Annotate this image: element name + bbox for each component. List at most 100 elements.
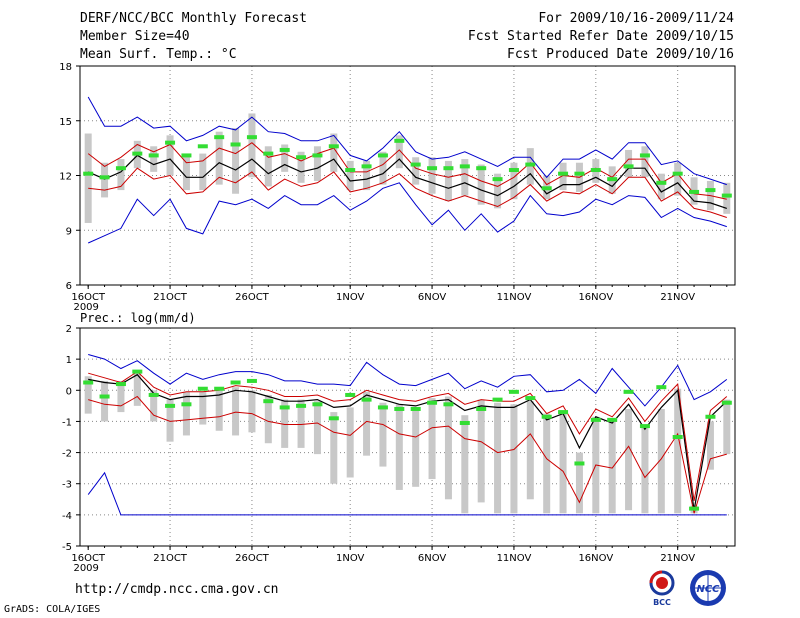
p2-median-marker: [574, 461, 585, 466]
p2-ensemble-box: [494, 402, 502, 514]
p1-median-marker: [83, 171, 94, 176]
p2-median-marker: [246, 378, 257, 383]
p1-ensemble-box: [428, 157, 436, 194]
p2-ytick-label: -4: [62, 511, 72, 522]
p2-mean-line: [88, 373, 728, 511]
p1-median-marker: [705, 188, 716, 193]
p1-ensemble-box: [444, 160, 452, 202]
p2-ensemble-box: [232, 387, 240, 436]
p1-ensemble-box: [363, 160, 371, 191]
p1-minus_sd-line: [88, 167, 727, 218]
p2-median-marker: [476, 406, 487, 411]
panel1-title: Mean Surf. Temp.: °C: [80, 47, 237, 62]
p1-median-marker: [443, 166, 454, 171]
p1-ensemble-box: [625, 149, 633, 178]
p2-median-marker: [721, 400, 732, 405]
p1-ytick-label: 9: [66, 226, 72, 237]
bcc-logo: BCC: [649, 570, 675, 607]
p2-ensemble-box: [444, 396, 452, 500]
p1-ensemble-box: [461, 159, 469, 196]
p2-ytick-label: -1: [62, 417, 72, 428]
p1-median-marker: [279, 147, 290, 152]
p1-median-marker: [263, 151, 274, 156]
p1-ensemble-box: [182, 155, 190, 191]
p1-xtick-label: 1NOV: [336, 292, 365, 303]
p1-ensemble-box: [281, 144, 289, 172]
p1-ensemble-box: [84, 133, 92, 223]
p2-median-marker: [541, 414, 552, 419]
p1-median-marker: [148, 153, 159, 158]
p2-minus_sd-line: [88, 395, 727, 514]
forecast-start-date: Fcst Started Refer Date 2009/10/15: [467, 29, 734, 44]
p2-ytick-label: -2: [62, 449, 72, 460]
p1-ensemble-box: [297, 151, 305, 183]
footer-url[interactable]: http://cmdp.ncc.cma.gov.cn: [75, 582, 279, 597]
p1-ensemble-box: [379, 151, 387, 185]
p1-ensemble-box: [723, 182, 731, 214]
p2-ensemble-box: [379, 402, 387, 467]
p1-median-marker: [197, 144, 208, 149]
p1-median-marker: [361, 164, 372, 169]
p2-plot-frame: [79, 327, 736, 547]
bcc-logo-text: BCC: [653, 598, 671, 607]
forecast-produced-date: Fcst Produced Date 2009/10/16: [507, 47, 734, 62]
forecast-period: For 2009/10/16-2009/11/24: [538, 11, 734, 26]
p2-xtick-label: 11NOV: [497, 553, 532, 564]
p2-ensemble-box: [313, 401, 321, 455]
p1-median-marker: [459, 164, 470, 169]
p2-median-marker: [394, 406, 405, 411]
p2-ensemble-box: [199, 391, 207, 425]
p2-median-marker: [705, 414, 716, 419]
p1-median-marker: [394, 138, 405, 143]
p1-ensemble-box: [641, 146, 649, 178]
p1-median-marker: [508, 168, 519, 173]
p1-median-marker: [181, 153, 192, 158]
p1-ensemble-box: [674, 162, 682, 196]
p2-median-marker: [345, 392, 356, 397]
p2-ensemble-box: [428, 398, 436, 480]
p2-ensemble-box: [723, 399, 731, 455]
p1-plus_sd-line: [87, 142, 727, 200]
p1-median-marker: [590, 168, 601, 173]
p2-ensemble-box: [543, 413, 551, 514]
p1-ensemble-box: [215, 131, 223, 185]
p1-ensemble-box: [330, 133, 338, 172]
p2-median-marker: [590, 417, 601, 422]
p1-ensemble-box: [346, 160, 354, 191]
p2-xtick-label: 26OCT: [235, 553, 270, 564]
p1-ensemble-box: [232, 128, 240, 194]
p2-median-marker: [607, 417, 618, 422]
p1-median-marker: [296, 155, 307, 160]
p2-ensemble-box: [84, 376, 92, 414]
p1-ensemble-box: [166, 135, 174, 176]
p2-median-marker: [115, 382, 126, 387]
p2-median-marker: [132, 369, 143, 374]
p2-median-marker: [214, 386, 225, 391]
p1-median-marker: [132, 151, 143, 156]
p1-median-marker: [639, 153, 650, 158]
p2-ensemble-box: [641, 427, 649, 514]
p2-ensemble-box: [657, 408, 665, 514]
p2-ensemble-box: [117, 380, 125, 413]
p2-plus_sd-line: [88, 370, 728, 501]
p1-ensemble-box: [510, 162, 518, 200]
p1-ensemble-box: [657, 173, 665, 200]
p2-median-marker: [443, 402, 454, 407]
p1-xtick-label: 26OCT: [235, 292, 270, 303]
p2-median-marker: [279, 405, 290, 410]
p2-xtick-label: 21NOV: [660, 553, 695, 564]
p1-ensemble-box: [477, 164, 485, 205]
p2-ensemble-box: [510, 404, 518, 514]
p2-ensemble-box: [395, 404, 403, 490]
p1-ytick-label: 18: [59, 62, 72, 73]
p1-median-marker: [377, 153, 388, 158]
p1-median-marker: [312, 153, 323, 158]
p2-ensemble-box: [248, 390, 256, 433]
p1-ytick-label: 6: [66, 281, 72, 292]
p2-ensemble-box: [625, 408, 633, 511]
p1-mean-line: [87, 154, 727, 209]
p2-median-marker: [263, 399, 274, 404]
p1-xyear-label: 2009: [73, 302, 98, 313]
p2-median-marker: [623, 389, 634, 394]
p2-ensemble-box: [133, 373, 141, 406]
